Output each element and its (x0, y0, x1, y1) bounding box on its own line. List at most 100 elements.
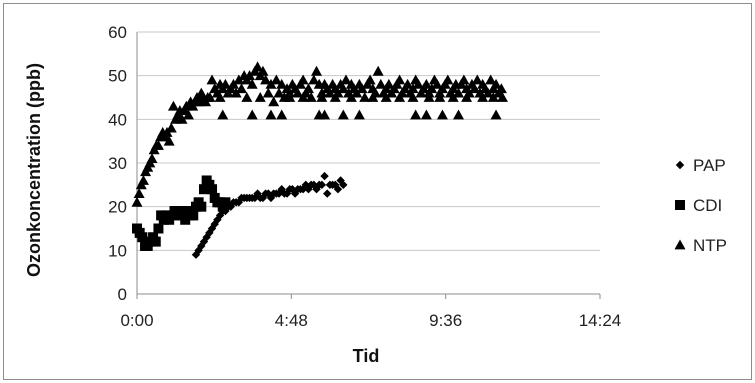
y-tick-label: 20 (108, 198, 127, 217)
y-tick-label: 0 (118, 285, 127, 304)
point-ntp (297, 92, 309, 102)
point-ntp (367, 92, 379, 102)
x-tick-label: 14:24 (579, 311, 622, 330)
point-ntp (302, 83, 314, 94)
axes (136, 32, 601, 299)
point-ntp (305, 92, 317, 102)
legend-item-cdi: CDI (675, 196, 722, 215)
point-ntp (244, 70, 256, 81)
point-cdi (207, 184, 218, 195)
point-ntp (284, 92, 296, 102)
point-ntp (458, 74, 470, 85)
point-ntp (252, 61, 264, 72)
point-ntp (316, 92, 328, 102)
point-ntp (137, 174, 149, 185)
legend: PAP CDI NTP (674, 156, 727, 255)
point-ntp (447, 92, 459, 102)
legend-marker-pap (675, 160, 685, 170)
point-ntp (217, 109, 229, 120)
legend-marker-ntp (674, 239, 686, 250)
point-ntp (270, 74, 282, 85)
point-ntp (329, 92, 341, 102)
x-tick-label: 4:48 (275, 311, 308, 330)
point-ntp (402, 78, 414, 89)
point-ntp (167, 100, 179, 111)
legend-item-ntp: NTP (674, 236, 727, 255)
point-ntp (359, 92, 371, 102)
point-ntp (345, 92, 357, 102)
point-cdi (198, 184, 209, 195)
point-ntp (485, 74, 497, 85)
point-ntp (246, 109, 258, 120)
point-ntp (353, 109, 365, 120)
point-cdi (137, 232, 148, 243)
point-cdi (196, 201, 207, 212)
series-pap (191, 171, 348, 259)
series-ntp (131, 61, 508, 207)
point-ntp (297, 74, 309, 85)
point-ntp (324, 87, 336, 98)
point-ntp (254, 92, 266, 102)
point-ntp (340, 74, 352, 85)
point-pap (317, 180, 327, 190)
point-ntp (273, 87, 285, 98)
point-ntp (372, 65, 384, 76)
point-ntp (407, 92, 419, 102)
point-ntp (260, 74, 272, 85)
legend-label-ntp: NTP (693, 236, 727, 255)
point-ntp (233, 74, 245, 85)
point-ntp (436, 109, 448, 120)
point-pap (323, 189, 332, 198)
point-ntp (423, 92, 435, 102)
point-cdi (188, 210, 199, 221)
tick-labels: 0 10 20 30 40 50 60 0:00 4:48 9:36 14:24 (108, 23, 621, 330)
point-ntp (246, 78, 258, 89)
point-ntp (337, 109, 349, 120)
point-ntp (394, 74, 406, 85)
point-ntp (431, 78, 443, 89)
point-ntp (487, 92, 499, 102)
point-ntp (219, 78, 231, 89)
point-ntp (276, 109, 288, 120)
point-ntp (165, 122, 177, 133)
legend-marker-cdi (675, 200, 685, 210)
point-ntp (262, 87, 274, 98)
point-ntp (163, 135, 175, 146)
point-ntp (241, 92, 253, 102)
point-ntp (380, 92, 392, 102)
y-tick-label: 60 (108, 23, 127, 42)
point-ntp (206, 74, 218, 85)
x-tick-label: 0:00 (120, 311, 153, 330)
legend-label-cdi: CDI (693, 196, 722, 215)
x-tick-label: 9:36 (429, 311, 462, 330)
point-ntp (276, 78, 288, 89)
point-cdi (220, 197, 231, 208)
point-ntp (453, 109, 465, 120)
point-ntp (394, 92, 406, 102)
data-points (131, 61, 508, 259)
point-ntp (364, 74, 376, 85)
point-pap (320, 171, 329, 181)
point-ntp (375, 78, 387, 89)
point-cdi (180, 214, 191, 225)
point-ntp (495, 83, 507, 94)
point-ntp (265, 78, 277, 89)
point-pap (205, 228, 214, 238)
point-ntp (235, 83, 247, 94)
point-ntp (453, 87, 465, 98)
point-ntp (230, 87, 242, 98)
point-ntp (182, 109, 194, 120)
point-ntp (337, 83, 349, 94)
y-axis-title: Ozonkoncentration (ppb) (24, 63, 44, 277)
point-pap (333, 185, 343, 194)
legend-item-pap: PAP (675, 156, 726, 175)
chart-border (3, 3, 752, 380)
point-ntp (268, 96, 280, 107)
point-ntp (257, 65, 269, 76)
point-pap (210, 219, 219, 229)
point-ntp (146, 153, 158, 164)
series-cdi (132, 175, 231, 251)
point-ntp (412, 78, 424, 89)
point-ntp (319, 109, 331, 120)
